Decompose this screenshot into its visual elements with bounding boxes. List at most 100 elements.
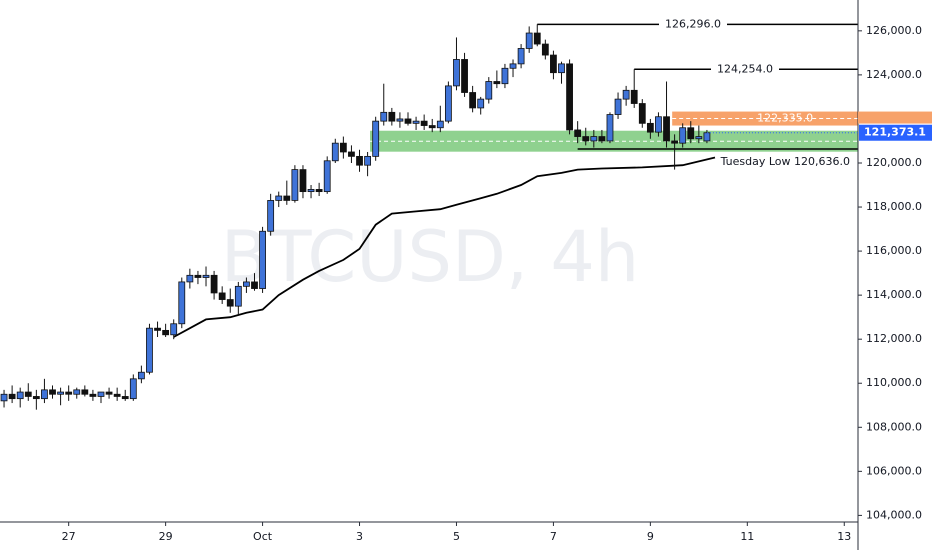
candle-body <box>202 274 210 278</box>
candle-body <box>509 63 517 69</box>
candle-body <box>444 85 452 122</box>
moving-average <box>173 156 716 338</box>
y-tick-label: 110,000.0 <box>866 376 922 389</box>
x-tick-label: 29 <box>159 530 173 543</box>
candle-body <box>485 81 493 100</box>
y-tick-label: 120,000.0 <box>866 156 922 169</box>
candle-body <box>73 389 81 395</box>
y-tick-label: 106,000.0 <box>866 464 922 477</box>
x-tick-label: 11 <box>740 530 754 543</box>
level-label-bg <box>711 62 779 77</box>
candle-body <box>582 136 590 142</box>
candle-body <box>299 169 307 193</box>
candle-body <box>234 285 242 307</box>
candle-body <box>671 140 679 144</box>
candle-body <box>388 111 396 122</box>
candle-body <box>226 299 234 307</box>
candle-body <box>614 98 622 115</box>
candle-body <box>24 391 32 397</box>
candle-body <box>251 281 258 289</box>
candle-body <box>420 120 428 126</box>
candle-body <box>97 391 105 397</box>
y-tick-label: 124,000.0 <box>866 68 922 81</box>
candle-body <box>267 200 275 232</box>
candle-body <box>16 391 24 400</box>
candle-body <box>315 189 323 193</box>
candle-body <box>453 59 460 87</box>
y-tick-label: 114,000.0 <box>866 288 922 301</box>
y-tick-label: 118,000.0 <box>866 200 922 213</box>
candle-body <box>404 118 412 124</box>
candle-body <box>121 396 129 400</box>
x-tick-label: 9 <box>647 530 654 543</box>
candle-body <box>41 389 48 400</box>
candle-body <box>372 120 380 157</box>
candle-body <box>32 396 40 400</box>
candle-body <box>57 391 64 395</box>
candle-body <box>590 136 598 142</box>
candle-body <box>49 389 56 395</box>
candle-body <box>541 43 549 56</box>
candle-body <box>348 151 355 157</box>
candle-body <box>259 230 266 289</box>
candle-body <box>703 132 711 142</box>
candle-body <box>81 389 89 395</box>
y-tick-label: 116,000.0 <box>866 244 922 257</box>
candle-body <box>655 116 662 133</box>
candle-body <box>113 393 121 397</box>
candle-body <box>105 391 113 395</box>
candle-body <box>550 54 557 74</box>
candle-body <box>146 327 153 373</box>
candle-body <box>558 63 565 74</box>
candle-body <box>461 59 468 93</box>
candle-body <box>283 195 291 201</box>
candle-body <box>606 114 614 142</box>
x-tick-label: 5 <box>453 530 460 543</box>
candle-body <box>186 274 194 283</box>
candle-body <box>436 120 444 129</box>
candle-body <box>364 155 371 166</box>
candle-body <box>162 329 170 336</box>
level-label: 124,254.0 <box>717 62 773 75</box>
level-label: 126,296.0 <box>665 17 721 30</box>
candle-body <box>663 116 670 142</box>
y-tick-label: 112,000.0 <box>866 332 922 345</box>
candle-body <box>307 189 315 193</box>
x-tick-label: 7 <box>550 530 557 543</box>
candle-body <box>630 89 638 104</box>
candle-body <box>275 195 283 201</box>
x-tick-label: Oct <box>253 530 273 543</box>
candle-body <box>598 136 606 142</box>
y-tick-label: 104,000.0 <box>866 508 922 521</box>
candle-body <box>291 169 299 201</box>
candle-body <box>574 129 582 137</box>
candle-body <box>525 32 533 49</box>
candle-body <box>646 122 654 133</box>
zone-label: 122,335.0 <box>757 112 813 125</box>
last-price-label: 121,373.1 <box>864 126 926 139</box>
candle-body <box>679 127 687 144</box>
candle-body <box>8 393 16 400</box>
candle-body <box>323 160 331 193</box>
candle-body <box>218 292 226 300</box>
candle-body <box>380 111 388 122</box>
candle-body <box>638 103 646 124</box>
candle-body <box>154 327 161 331</box>
candle-body <box>339 142 347 153</box>
zone <box>370 130 858 152</box>
candle-body <box>428 125 436 129</box>
watermark: BTCUSD, 4h <box>221 216 640 298</box>
candle-body <box>493 81 501 85</box>
candle-body <box>517 48 525 65</box>
y-tick-label: 126,000.0 <box>866 24 922 37</box>
candle-body <box>243 281 250 287</box>
candle-body <box>194 274 202 278</box>
candle-body <box>65 391 73 395</box>
x-tick-label: 3 <box>356 530 363 543</box>
zone-axis-marker <box>858 111 932 124</box>
candle-body <box>396 118 404 122</box>
candle-body <box>137 371 145 380</box>
candle-body <box>533 32 541 45</box>
